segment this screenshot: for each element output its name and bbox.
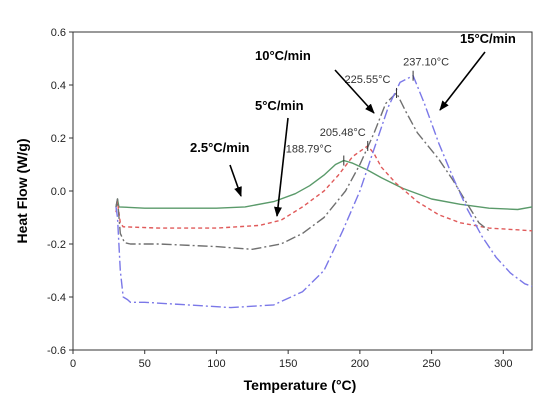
axes: -0.6 -0.4 -0.2 0.0 0.2 0.4 0.6 0 50 100 150 200 250 3…: [47, 27, 533, 370]
y-tick-label: -0.2: [47, 239, 66, 251]
rate-arrow: [274, 117, 289, 217]
y-tick-label: 0.2: [51, 133, 66, 145]
peak-label: 205.48°C: [320, 127, 366, 139]
x-tick-label: 250: [422, 358, 440, 370]
peak-label: 237.10°C: [403, 57, 449, 69]
series-line-0: [115, 159, 533, 211]
peak-label: 225.55°C: [345, 74, 391, 86]
x-tick-label: 200: [351, 358, 369, 370]
rate-label: 5°C/min: [255, 98, 304, 113]
series-line-3: [115, 74, 533, 309]
y-tick-label: 0.6: [51, 27, 66, 39]
x-tick-label: 100: [207, 358, 225, 370]
y-tick-label: 0.4: [51, 80, 66, 92]
rate-label: 2.5°C/min: [190, 140, 249, 155]
rate-arrow: [229, 164, 242, 197]
annotations: 188.79°C 205.48°C 225.55°C 237.10°C 2.5°C/mi…: [190, 31, 516, 217]
rate-label: 15°C/min: [460, 31, 516, 46]
y-tick-label: -0.4: [47, 292, 66, 304]
x-axis-title: Temperature (°C): [244, 377, 357, 393]
rate-arrow: [334, 69, 375, 114]
rate-arrow: [439, 51, 486, 111]
x-tick-label: 150: [279, 358, 297, 370]
y-tick-label: -0.6: [47, 345, 66, 357]
y-axis-title: Heat Flow (W/g): [14, 139, 30, 244]
x-tick-label: 50: [139, 358, 151, 370]
x-tick-label: 300: [494, 358, 512, 370]
series-line-2: [115, 92, 490, 251]
y-tick-label: 0.0: [51, 186, 66, 198]
peak-label: 188.79°C: [286, 144, 332, 156]
rate-label: 10°C/min: [255, 48, 311, 63]
series-line-1: [115, 145, 533, 232]
x-tick-label: 0: [70, 358, 76, 370]
series-lines: [115, 74, 533, 309]
